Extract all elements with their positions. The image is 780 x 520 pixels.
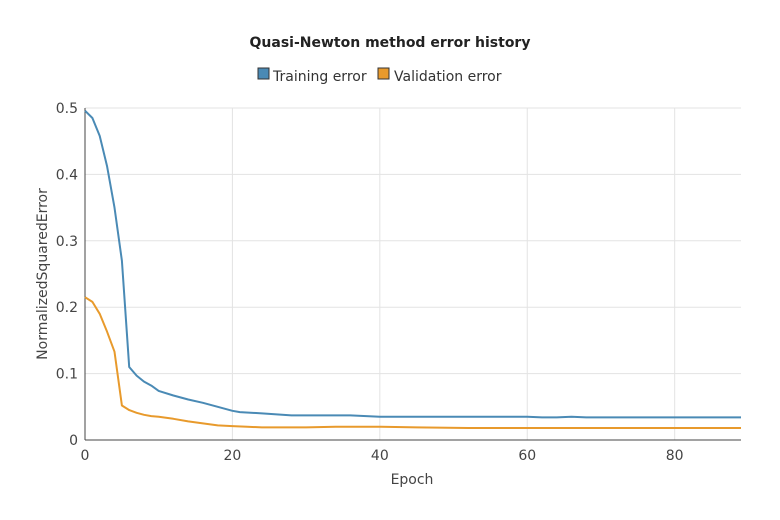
x-tick-label: 0 [81,448,90,464]
axes [84,108,741,441]
x-tick-label: 20 [224,448,242,464]
x-axis-title: Epoch [391,472,434,488]
training-error-line [84,109,741,419]
legend-label-validation: Validation error [394,69,502,85]
grid [85,107,741,440]
legend-swatch-validation [377,67,390,80]
y-axis-title: NormalizedSquaredError [35,188,51,360]
x-tick-label: 80 [666,448,684,464]
y-tick-label: 0.1 [56,367,78,383]
x-tick-label: 40 [371,448,389,464]
legend-item-training[interactable]: Training error [257,67,367,85]
legend: Training error Validation error [257,67,502,85]
legend-item-validation[interactable]: Validation error [377,67,502,85]
y-tick-label: 0.4 [56,167,78,183]
y-tick-label: 0.3 [56,234,78,250]
series-layer [84,109,741,429]
tick-labels: 0 0.1 0.2 0.3 0.4 0.5 0 20 40 60 80 [56,101,684,464]
x-tick-label: 60 [518,448,536,464]
legend-label-training: Training error [272,69,367,85]
y-tick-label: 0.5 [56,101,78,117]
chart-title: Quasi-Newton method error history [250,35,531,51]
legend-swatch-training [257,67,270,80]
validation-error-line [84,296,741,429]
y-tick-label: 0.2 [56,300,78,316]
y-tick-label: 0 [69,433,78,449]
